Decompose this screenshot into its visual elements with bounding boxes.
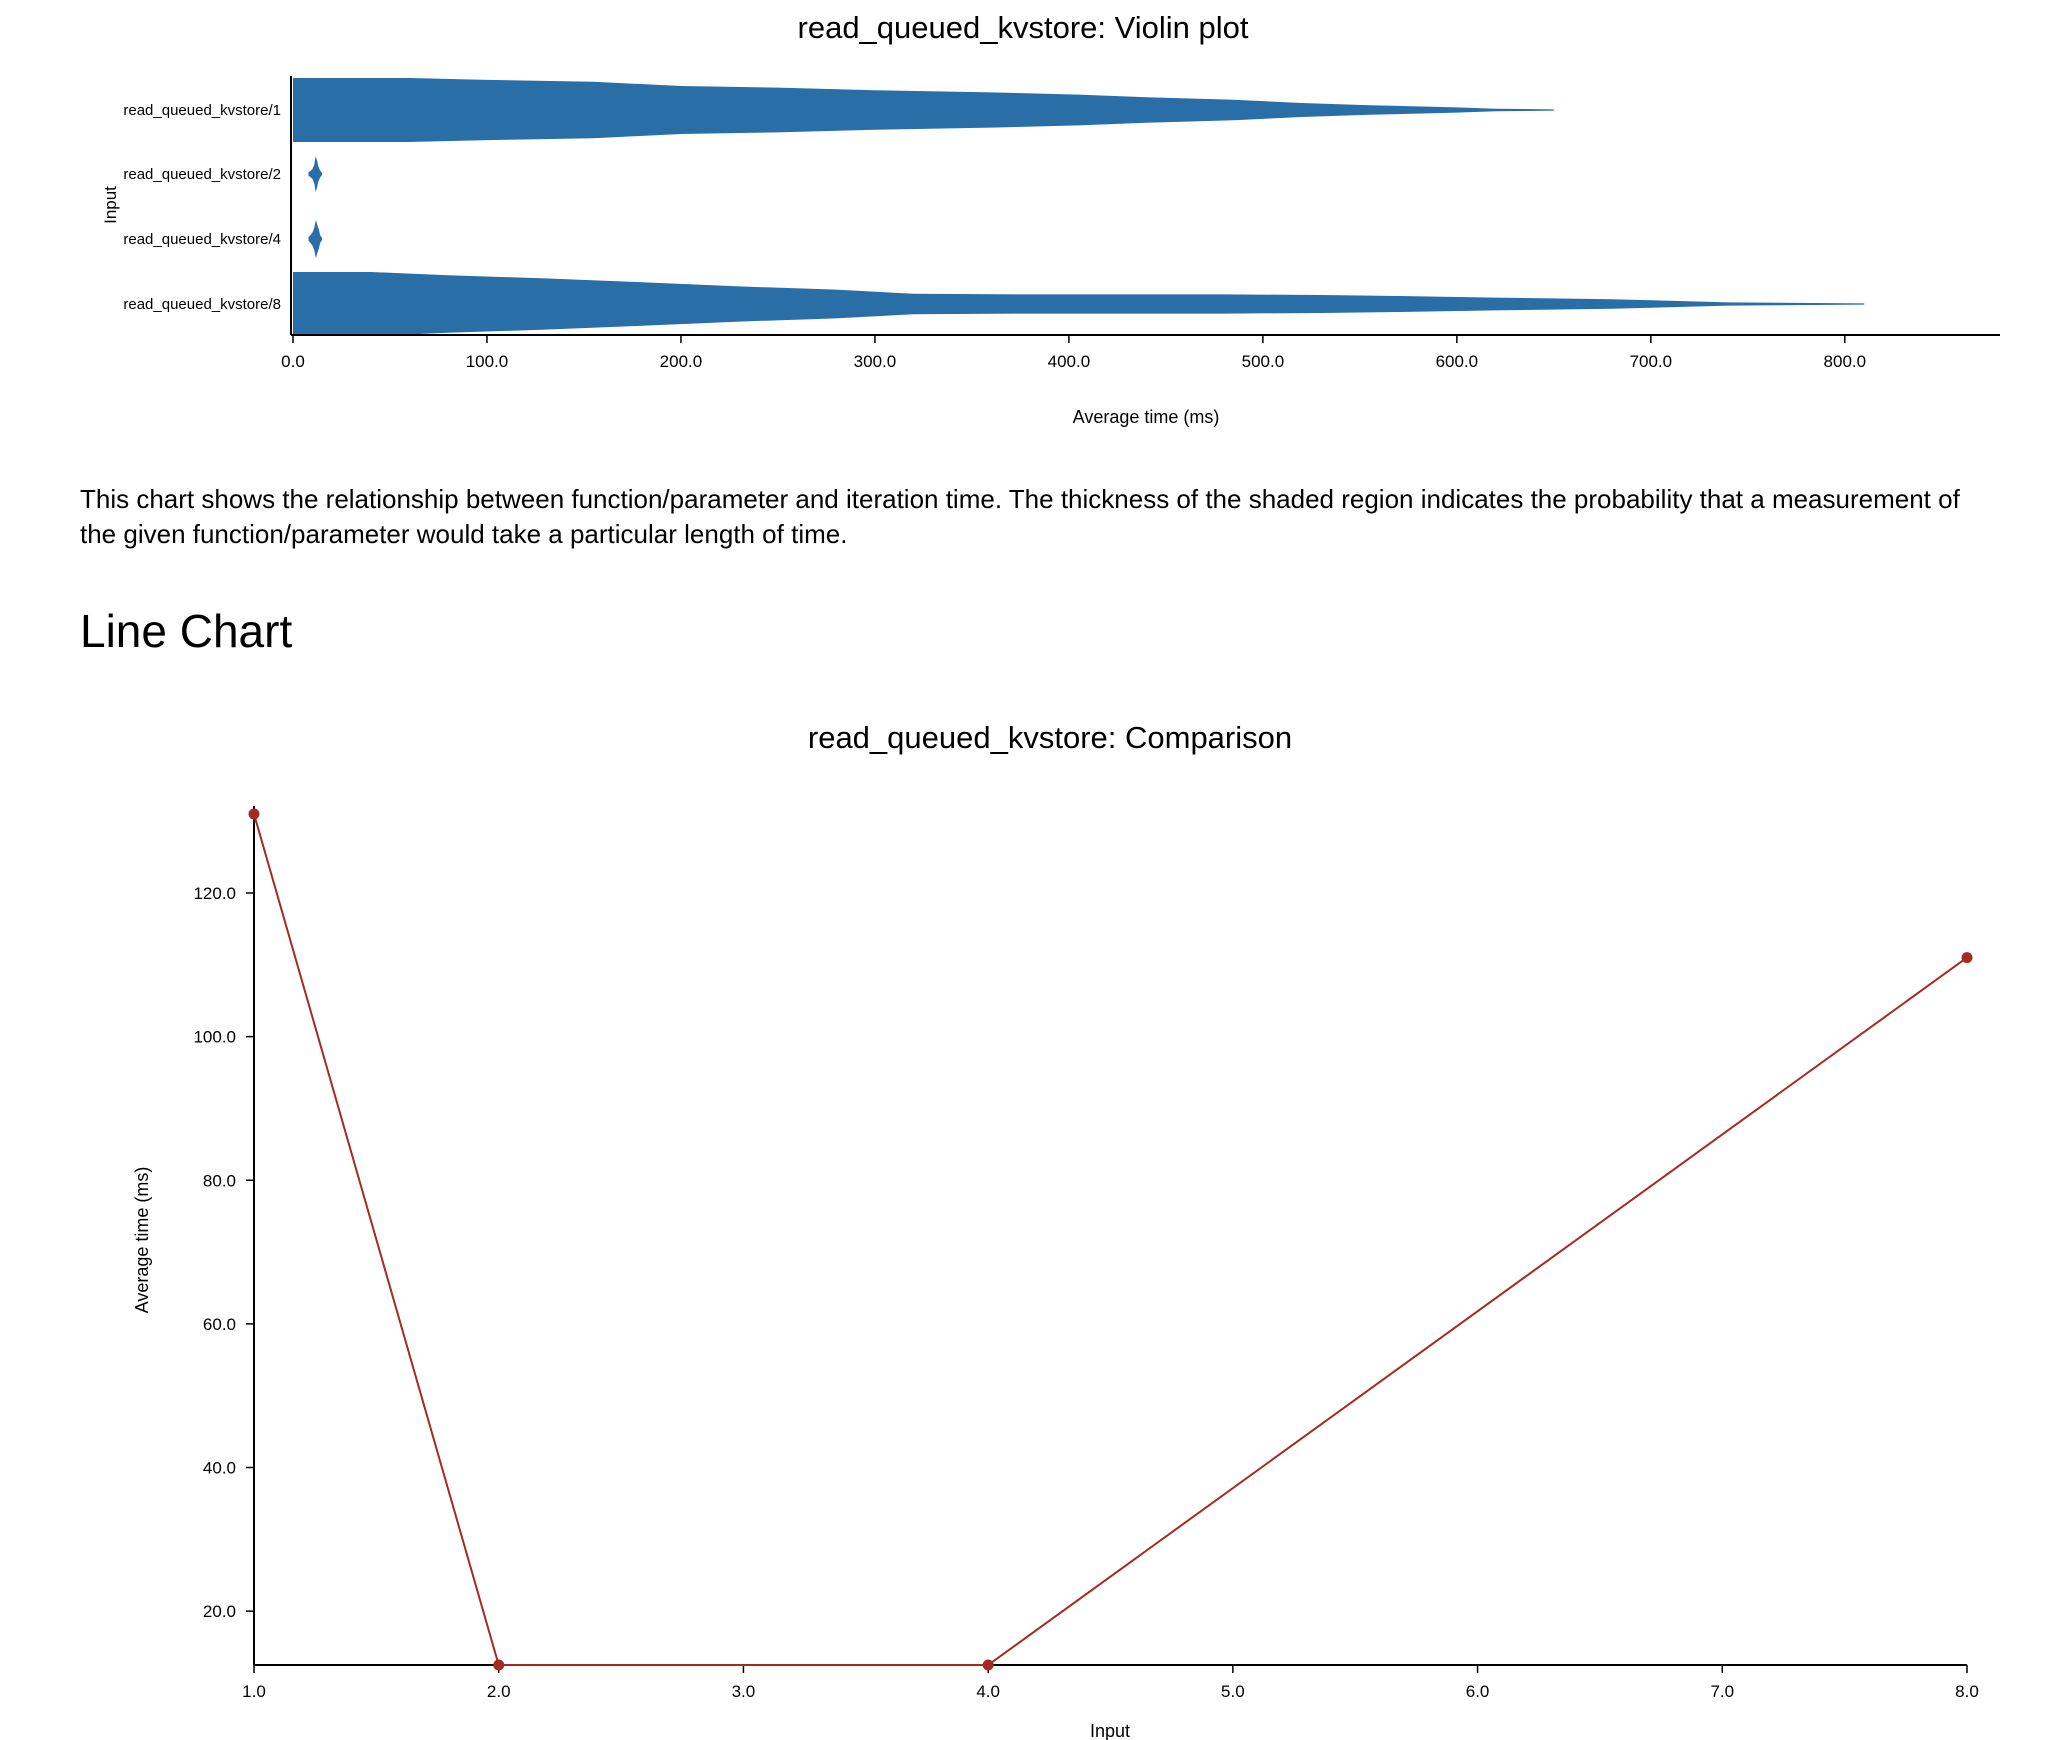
line-x-tick-label: 4.0	[976, 1682, 1000, 1701]
line-series	[253, 813, 1968, 1666]
line-y-tick-label: 20.0	[203, 1602, 236, 1621]
line-y-tick-label: 120.0	[193, 884, 236, 903]
violin-shape-3	[308, 219, 323, 259]
line-y-tick-label: 80.0	[203, 1171, 236, 1190]
line-x-tick-label: 8.0	[1955, 1682, 1979, 1701]
violin-category-label: read_queued_kvstore/1	[123, 102, 281, 119]
line-data-point	[493, 1659, 505, 1671]
violin-x-tick-label: 700.0	[1630, 352, 1673, 371]
violin-shape-2	[308, 156, 323, 192]
line-y-tick-label: 60.0	[203, 1315, 236, 1334]
line-x-tick-label: 6.0	[1466, 1682, 1490, 1701]
chart-description: This chart shows the relationship betwee…	[80, 484, 1960, 549]
violin-x-tick-label: 0.0	[281, 352, 305, 371]
line-title: read_queued_kvstore: Comparison	[808, 720, 1292, 755]
line-x-tick-label: 5.0	[1221, 1682, 1245, 1701]
violin-x-tick-label: 300.0	[854, 352, 897, 371]
line-chart: read_queued_kvstore: Comparison 20.0 40.0 6…	[132, 720, 1979, 1740]
line-y-tick-label: 100.0	[193, 1028, 236, 1047]
line-x-tick-label: 2.0	[487, 1682, 511, 1701]
violin-category-label: read_queued_kvstore/2	[123, 166, 281, 183]
violin-shape-4	[293, 272, 1865, 336]
violin-x-tick-label: 500.0	[1242, 352, 1285, 371]
violin-x-axis-label: Average time (ms)	[1073, 407, 1220, 427]
violin-x-tick-label: 600.0	[1436, 352, 1479, 371]
line-data-point	[982, 1659, 994, 1671]
line-x-tick-label: 1.0	[242, 1682, 266, 1701]
violin-x-tick-label: 100.0	[466, 352, 509, 371]
line-x-axis-label: Input	[1090, 1721, 1130, 1740]
violin-y-axis-label: Input	[101, 186, 120, 224]
line-y-axis-label: Average time (ms)	[132, 1167, 152, 1314]
line-x-tick-label: 3.0	[732, 1682, 756, 1701]
violin-title: read_queued_kvstore: Violin plot	[798, 10, 1249, 45]
line-data-point	[248, 808, 260, 820]
violin-x-tick-label: 200.0	[660, 352, 703, 371]
violin-category-label: read_queued_kvstore/8	[123, 296, 281, 313]
violin-category-label: read_queued_kvstore/4	[123, 231, 281, 248]
section-title: Line Chart	[80, 605, 293, 657]
line-data-point	[1961, 952, 1973, 964]
violin-chart: read_queued_kvstore: Violin plot read_que…	[101, 10, 2000, 427]
violin-x-tick-label: 800.0	[1824, 352, 1867, 371]
violin-x-tick-label: 400.0	[1048, 352, 1091, 371]
violin-shape-1	[293, 78, 1554, 142]
line-y-tick-label: 40.0	[203, 1459, 236, 1478]
line-x-tick-label: 7.0	[1710, 1682, 1734, 1701]
